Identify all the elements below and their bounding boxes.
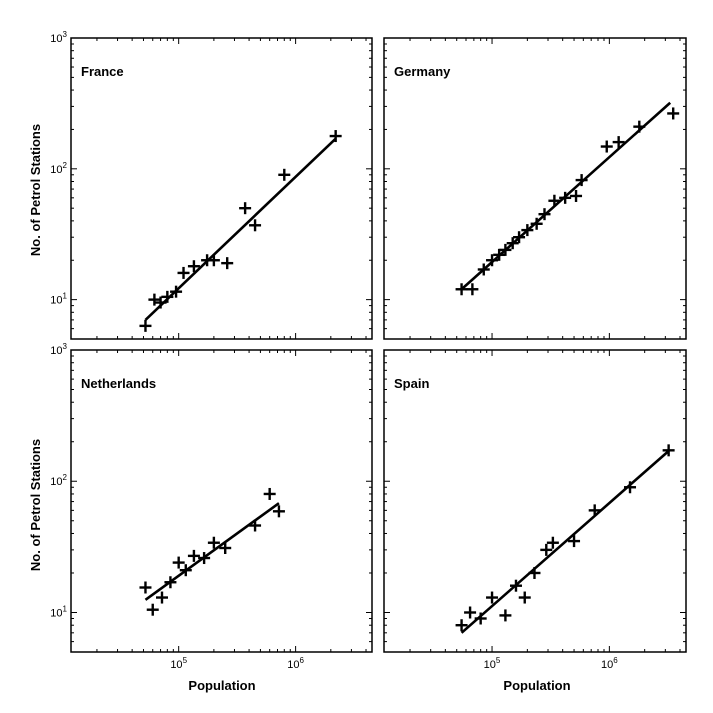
data-point [329, 130, 342, 143]
reference-line [257, 0, 384, 38]
panel-france: 101 102 103 France [50, 30, 373, 340]
data-point [455, 619, 468, 632]
y-tick-label: 103 [50, 342, 67, 357]
data-point [177, 266, 190, 279]
panel-title: Germany [394, 64, 451, 79]
data-point [148, 293, 161, 306]
data-point [612, 136, 625, 149]
data-point [559, 191, 572, 204]
data-point [546, 536, 559, 549]
data-point [455, 283, 468, 296]
data-point [486, 591, 499, 604]
data-point [477, 263, 490, 276]
data-point [219, 542, 232, 555]
data-point [207, 254, 220, 267]
data-point [474, 612, 487, 625]
x-tick-label: 105 [484, 656, 501, 671]
data-point [278, 168, 291, 181]
panel-frame [70, 37, 373, 340]
data-point [221, 257, 234, 270]
data-point [466, 283, 479, 296]
data-point [588, 504, 601, 517]
data-point [624, 481, 637, 494]
x-tick-label: 105 [170, 656, 187, 671]
data-point [499, 609, 512, 622]
data-point [249, 519, 262, 532]
data-point [538, 208, 551, 221]
data-point [486, 254, 499, 267]
data-point [207, 536, 220, 549]
panel-netherlands: 101 102 103 105 106 Netherlands [50, 342, 373, 671]
data-point [272, 505, 285, 518]
data-point [249, 219, 262, 232]
data-point [187, 549, 200, 562]
data-point [146, 603, 159, 616]
data-point [154, 296, 167, 309]
data-point [575, 174, 588, 187]
panel-spain: 105 106 Spain [257, 208, 687, 671]
data-point [548, 194, 561, 207]
y-tick-label: 101 [50, 604, 67, 619]
x-axis-label-right: Population [503, 678, 570, 693]
y-tick-label: 101 [50, 292, 67, 307]
panel-germany: Germany [257, 0, 687, 340]
data-point [570, 189, 583, 202]
data-point [239, 202, 252, 215]
data-point [499, 243, 512, 256]
data-point [139, 319, 152, 332]
data-point [198, 552, 211, 565]
data-point [170, 285, 183, 298]
x-tick-label: 106 [601, 656, 618, 671]
y-tick-label: 103 [50, 30, 67, 45]
data-point [521, 224, 534, 237]
data-point [662, 444, 675, 457]
y-tick-label: 102 [50, 161, 67, 176]
data-point [530, 217, 543, 230]
x-tick-label: 106 [287, 656, 304, 671]
panel-frame [70, 349, 373, 653]
data-point [513, 231, 526, 244]
panel-frame [383, 37, 687, 340]
data-point [540, 543, 553, 556]
data-point [155, 591, 168, 604]
data-point [506, 237, 519, 250]
data-point [667, 107, 680, 120]
data-point [568, 535, 581, 548]
reference-line [257, 208, 384, 350]
data-point [528, 566, 541, 579]
data-point [187, 260, 200, 273]
panel-title: Spain [394, 376, 429, 391]
data-point [509, 579, 522, 592]
data-point [493, 248, 506, 261]
data-point [600, 140, 613, 153]
data-point [179, 564, 192, 577]
data-point [263, 487, 276, 500]
fit-line [460, 450, 670, 634]
data-point [172, 556, 185, 569]
data-point [633, 120, 646, 133]
panel-title: France [81, 64, 124, 79]
data-point [518, 591, 531, 604]
y-axis-label-top: No. of Petrol Stations [28, 124, 43, 256]
y-axis-label-bottom: No. of Petrol Stations [28, 439, 43, 571]
data-point [161, 290, 174, 303]
y-tick-label: 102 [50, 473, 67, 488]
data-point [464, 606, 477, 619]
fit-line [144, 502, 280, 601]
panel-frame [383, 349, 687, 653]
panel-title: Netherlands [81, 376, 156, 391]
x-axis-label-left: Population [188, 678, 255, 693]
data-point [139, 581, 152, 594]
data-point [164, 576, 177, 589]
